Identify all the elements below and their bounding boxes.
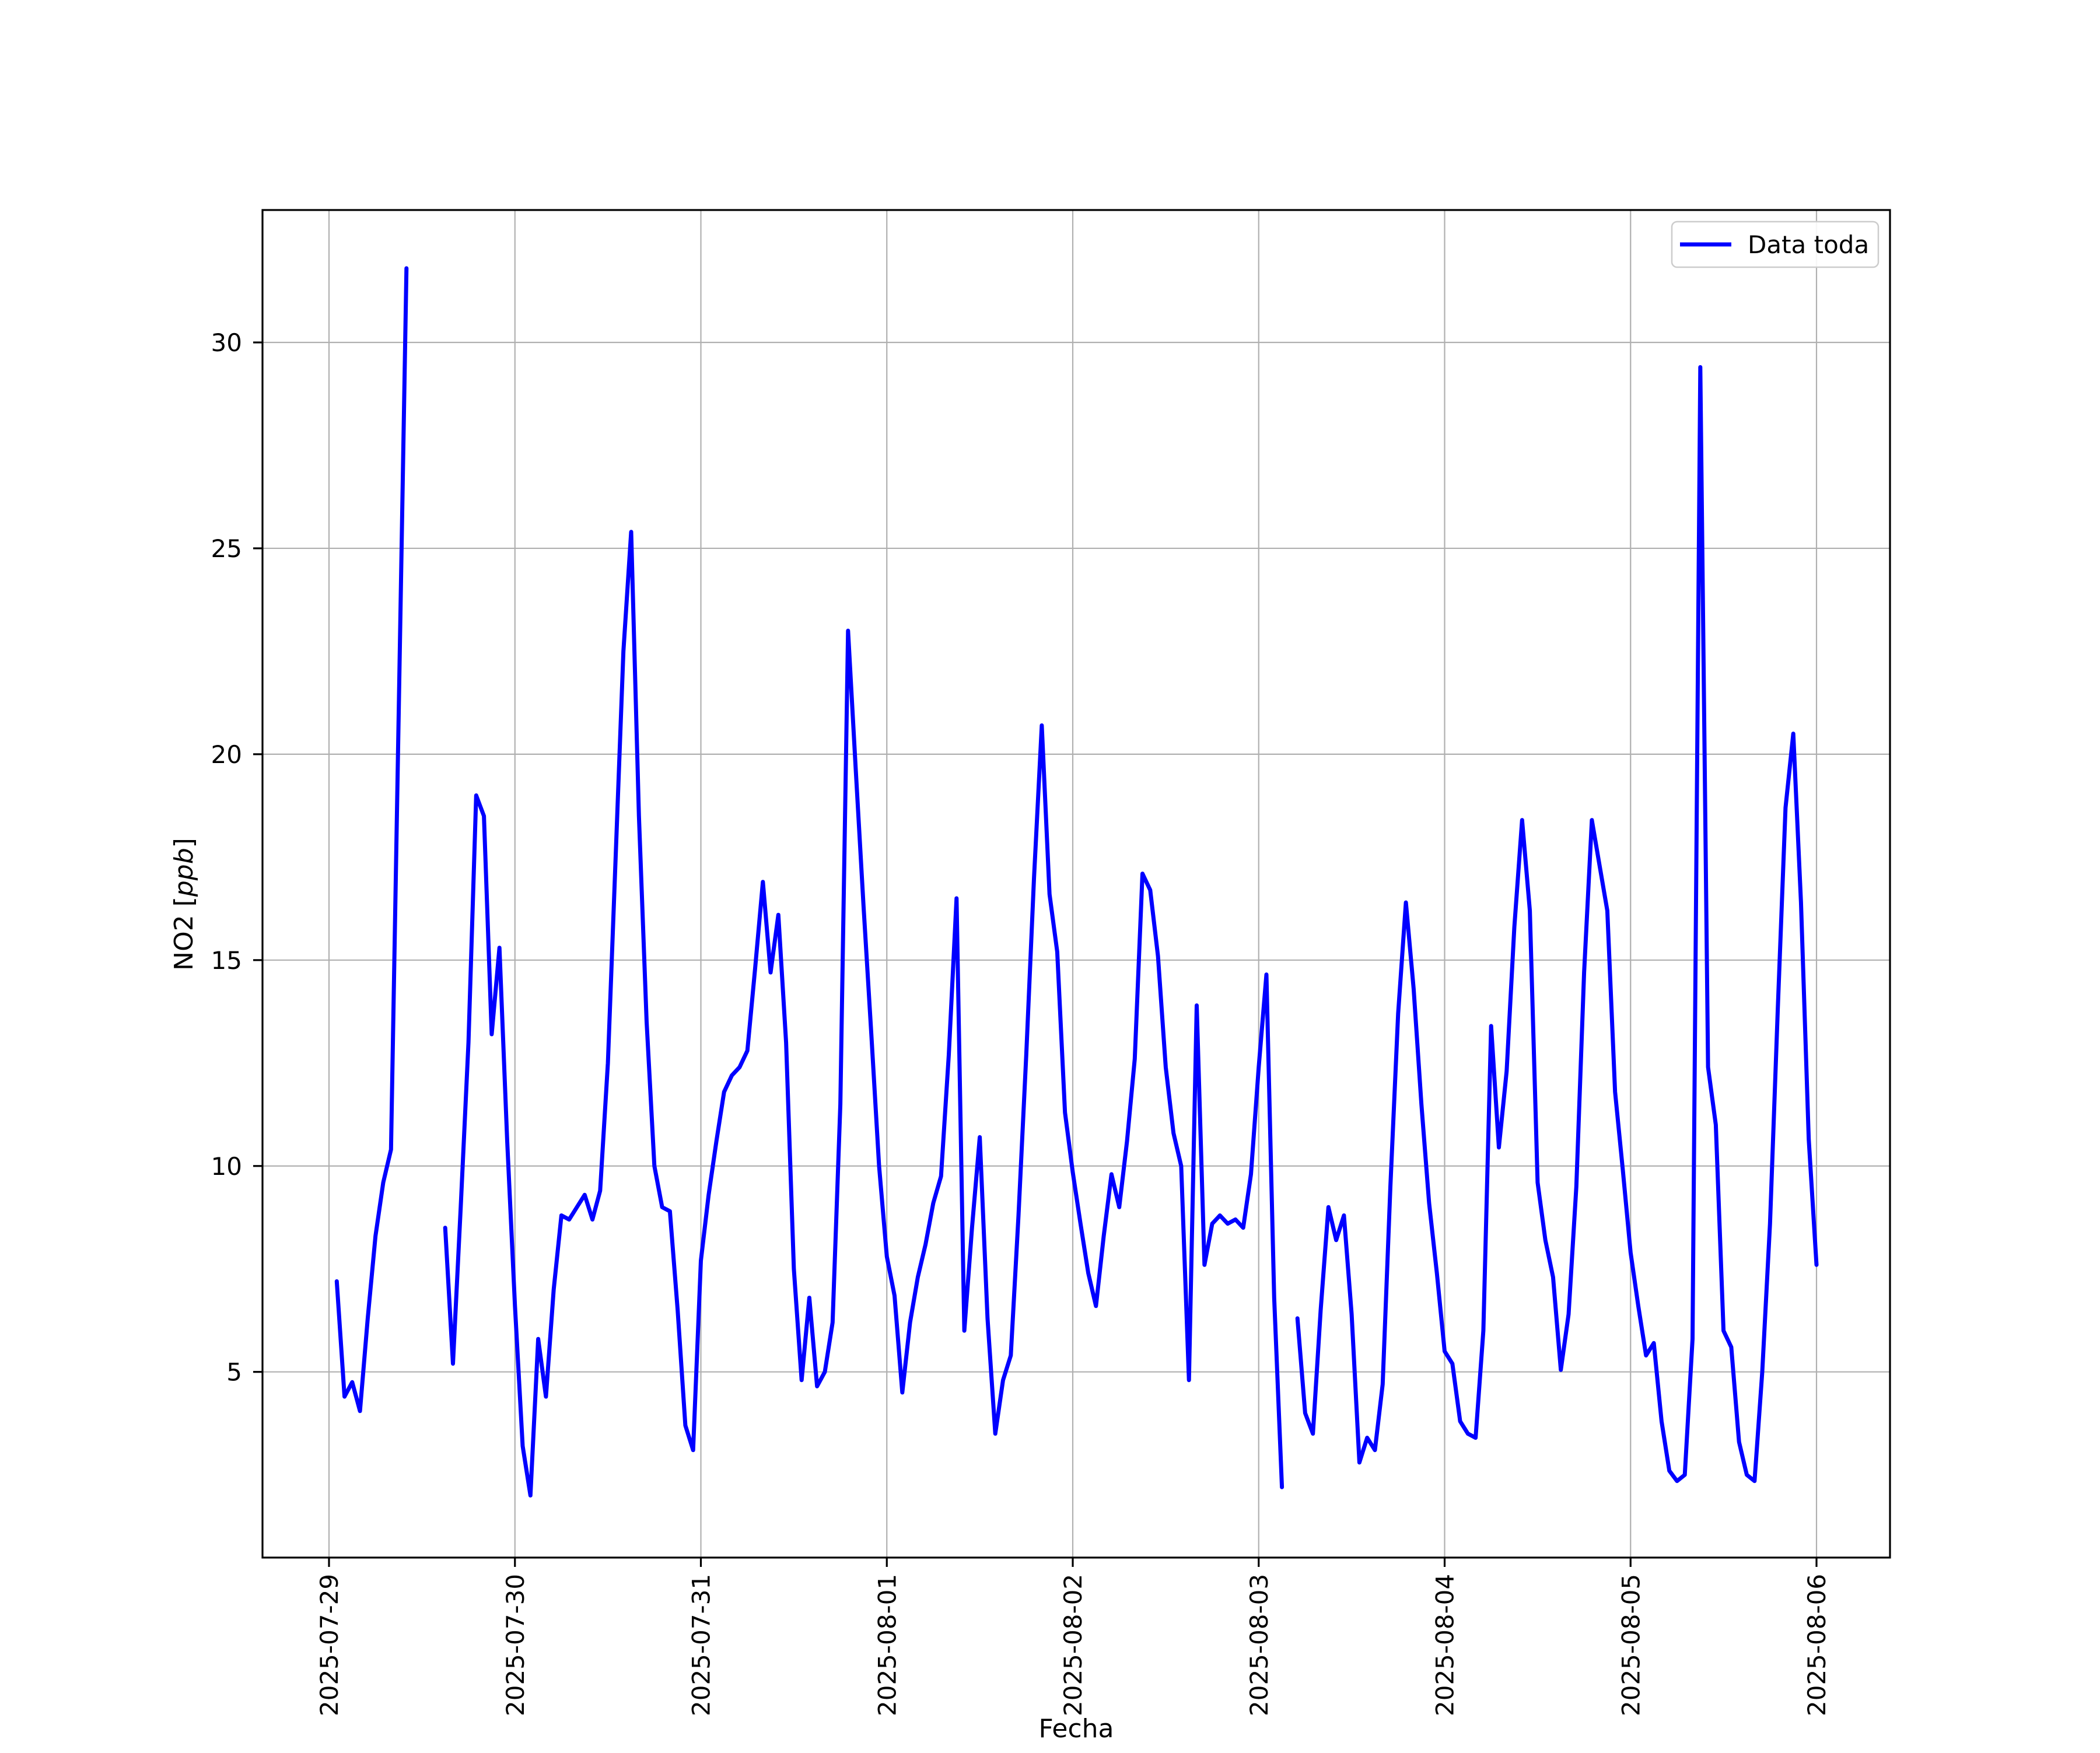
legend-box — [1671, 221, 1880, 268]
y-axis-label-prefix: NO2 [ — [169, 897, 199, 971]
data-line — [334, 266, 1819, 1497]
data-line-group — [334, 266, 1819, 1497]
x-tick-label: 2025-08-02 — [1059, 1574, 1087, 1716]
plot-border — [261, 209, 1891, 1559]
y-tick-label: 5 — [226, 1358, 242, 1387]
tick-labels: 2025-07-29 2025-07-30 2025-07-31 2025-08-01… — [211, 328, 1831, 1716]
x-axis-label: Fecha — [1038, 1714, 1114, 1744]
y-tick-label: 10 — [211, 1152, 242, 1181]
y-tick-label: 30 — [211, 328, 242, 357]
tick-marks — [253, 341, 1818, 1567]
y-axis-label-units: ppb — [169, 848, 199, 897]
y-tick-label: 20 — [211, 740, 242, 769]
x-tick-label: 2025-08-03 — [1245, 1574, 1273, 1716]
x-tick-label: 2025-07-31 — [687, 1574, 716, 1716]
y-axis-label: NO2 [ppb] — [169, 838, 199, 971]
legend-entry-label: Data toda — [1748, 230, 1869, 259]
x-tick-label: 2025-08-01 — [873, 1574, 901, 1716]
x-tick-label: 2025-08-06 — [1803, 1574, 1831, 1716]
y-tick-label: 15 — [211, 946, 242, 975]
legend: Data toda — [1671, 221, 1880, 268]
x-tick-label: 2025-07-30 — [501, 1574, 530, 1716]
x-tick-label: 2025-07-29 — [315, 1574, 344, 1716]
y-axis-label-suffix: ] — [169, 838, 199, 848]
gridlines — [262, 210, 1890, 1558]
y-tick-label: 25 — [211, 534, 242, 563]
x-tick-label: 2025-08-04 — [1431, 1574, 1460, 1716]
x-tick-label: 2025-08-05 — [1616, 1574, 1645, 1716]
